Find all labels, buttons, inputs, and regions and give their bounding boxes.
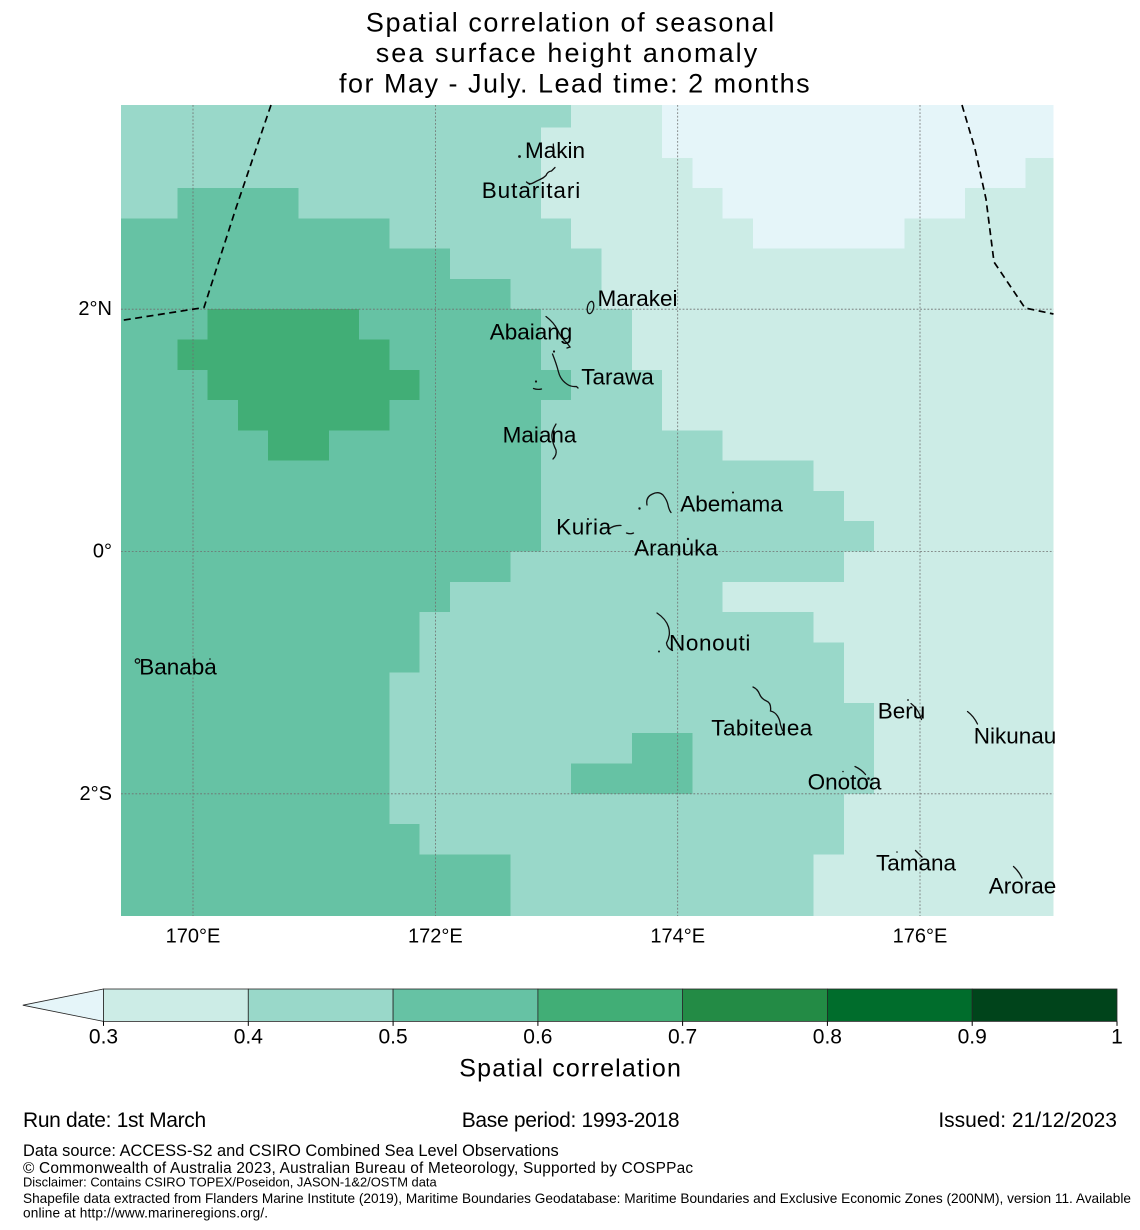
svg-text:Abemama: Abemama: [680, 492, 783, 517]
svg-text:Abaiang: Abaiang: [490, 320, 573, 345]
svg-text:1: 1: [1111, 1026, 1123, 1049]
svg-text:Banaba: Banaba: [139, 655, 217, 680]
svg-text:0.3: 0.3: [89, 1026, 118, 1049]
svg-text:Aranuka: Aranuka: [634, 536, 718, 561]
svg-text:Base period: 1993-2018: Base period: 1993-2018: [462, 1109, 680, 1132]
svg-text:2°S: 2°S: [80, 783, 112, 805]
svg-text:Data source: ACCESS-S2 and CSI: Data source: ACCESS-S2 and CSIRO Combine…: [23, 1142, 559, 1160]
svg-text:Tarawa: Tarawa: [581, 365, 654, 390]
svg-text:0.7: 0.7: [668, 1026, 697, 1049]
svg-text:170°E: 170°E: [166, 926, 221, 948]
svg-text:Butaritari: Butaritari: [482, 178, 582, 203]
svg-text:174°E: 174°E: [650, 926, 705, 948]
svg-text:online at http://www.marinereg: online at http://www.marineregions.org/.: [23, 1206, 268, 1221]
svg-text:Kuria: Kuria: [556, 515, 612, 540]
svg-text:Makin: Makin: [525, 138, 585, 163]
svg-text:Tabiteuea: Tabiteuea: [711, 716, 813, 741]
svg-text:2°N: 2°N: [78, 298, 112, 320]
svg-text:Nikunau: Nikunau: [974, 724, 1057, 749]
svg-text:for May - July. Lead time: 2 m: for May - July. Lead time: 2 months: [339, 69, 811, 99]
svg-text:Onotoa: Onotoa: [808, 770, 882, 795]
svg-text:0.4: 0.4: [234, 1026, 264, 1049]
svg-text:Issued: 21/12/2023: Issued: 21/12/2023: [938, 1109, 1117, 1132]
svg-text:Marakei: Marakei: [597, 286, 677, 311]
svg-text:Tamana: Tamana: [876, 851, 957, 876]
svg-text:172°E: 172°E: [408, 926, 463, 948]
svg-text:Beru: Beru: [878, 699, 926, 724]
svg-text:Disclaimer: Contains CSIRO TOP: Disclaimer: Contains CSIRO TOPEX/Poseido…: [23, 1175, 437, 1190]
svg-text:Maiana: Maiana: [503, 423, 577, 448]
svg-text:Nonouti: Nonouti: [669, 631, 751, 656]
svg-text:Shapefile data extracted from: Shapefile data extracted from Flanders M…: [23, 1191, 1131, 1206]
svg-text:Spatial correlation of seasona: Spatial correlation of seasonal: [366, 8, 776, 38]
svg-text:0.5: 0.5: [378, 1026, 407, 1049]
svg-text:0.9: 0.9: [958, 1026, 987, 1049]
svg-text:Spatial correlation: Spatial correlation: [459, 1055, 682, 1083]
svg-text:0.8: 0.8: [813, 1026, 842, 1049]
svg-text:Arorae: Arorae: [989, 874, 1057, 899]
svg-text:0.6: 0.6: [523, 1026, 552, 1049]
svg-text:© Commonwealth of Australia 20: © Commonwealth of Australia 2023, Austra…: [23, 1160, 693, 1177]
svg-text:176°E: 176°E: [893, 926, 948, 948]
svg-text:sea surface height anomaly: sea surface height anomaly: [376, 38, 760, 68]
svg-text:Run date: 1st March: Run date: 1st March: [23, 1109, 206, 1132]
svg-text:0°: 0°: [93, 541, 112, 563]
